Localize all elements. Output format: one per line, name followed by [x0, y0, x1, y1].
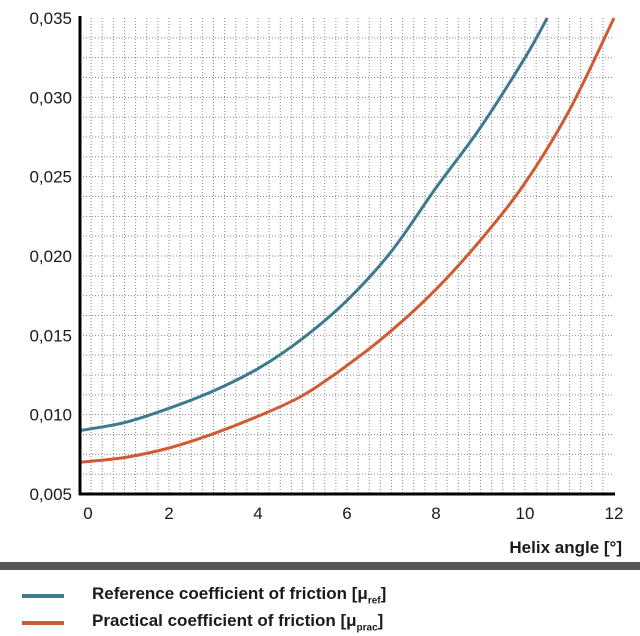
legend-swatch-practical [22, 620, 64, 625]
legend-label-reference: Reference coefficient of friction [μref] [92, 584, 387, 607]
x-tick-label: 10 [516, 504, 535, 523]
series-lines [79, 17, 616, 464]
y-tick-label: 0,030 [29, 88, 72, 107]
x-tick-label: 0 [83, 504, 92, 523]
x-tick-label: 6 [342, 504, 351, 523]
series-line-1 [79, 17, 616, 464]
y-tick-label: 0,015 [29, 326, 72, 345]
x-tick-label: 12 [605, 504, 624, 523]
legend-item-reference: Reference coefficient of friction [μref] [22, 582, 386, 609]
legend-item-practical: Practical coefficient of friction [μprac… [22, 609, 386, 636]
y-tick-label: 0,010 [29, 406, 72, 425]
legend-label-practical: Practical coefficient of friction [μprac… [92, 611, 384, 634]
legend: Reference coefficient of friction [μref]… [22, 582, 386, 636]
y-tick-label: 0,035 [29, 9, 72, 28]
chart: 0,005 0,010 0,015 0,020 0,025 0,030 0,035 0 2 4 6 8… [29, 9, 623, 557]
x-tick-label: 4 [253, 504, 262, 523]
grid [80, 18, 614, 494]
y-tick-label: 0,025 [29, 168, 72, 187]
axes [78, 16, 615, 496]
x-tick-label: 8 [431, 504, 440, 523]
divider [0, 562, 640, 570]
y-tick-label: 0,005 [29, 485, 72, 504]
series-line-0 [79, 17, 549, 433]
x-tick-label: 2 [164, 504, 173, 523]
legend-swatch-reference [22, 593, 64, 598]
tick-labels: 0,005 0,010 0,015 0,020 0,025 0,030 0,035 0 2 4 6 8… [29, 9, 623, 523]
y-tick-label: 0,020 [29, 247, 72, 266]
x-axis-title: Helix angle [°] [509, 538, 622, 557]
